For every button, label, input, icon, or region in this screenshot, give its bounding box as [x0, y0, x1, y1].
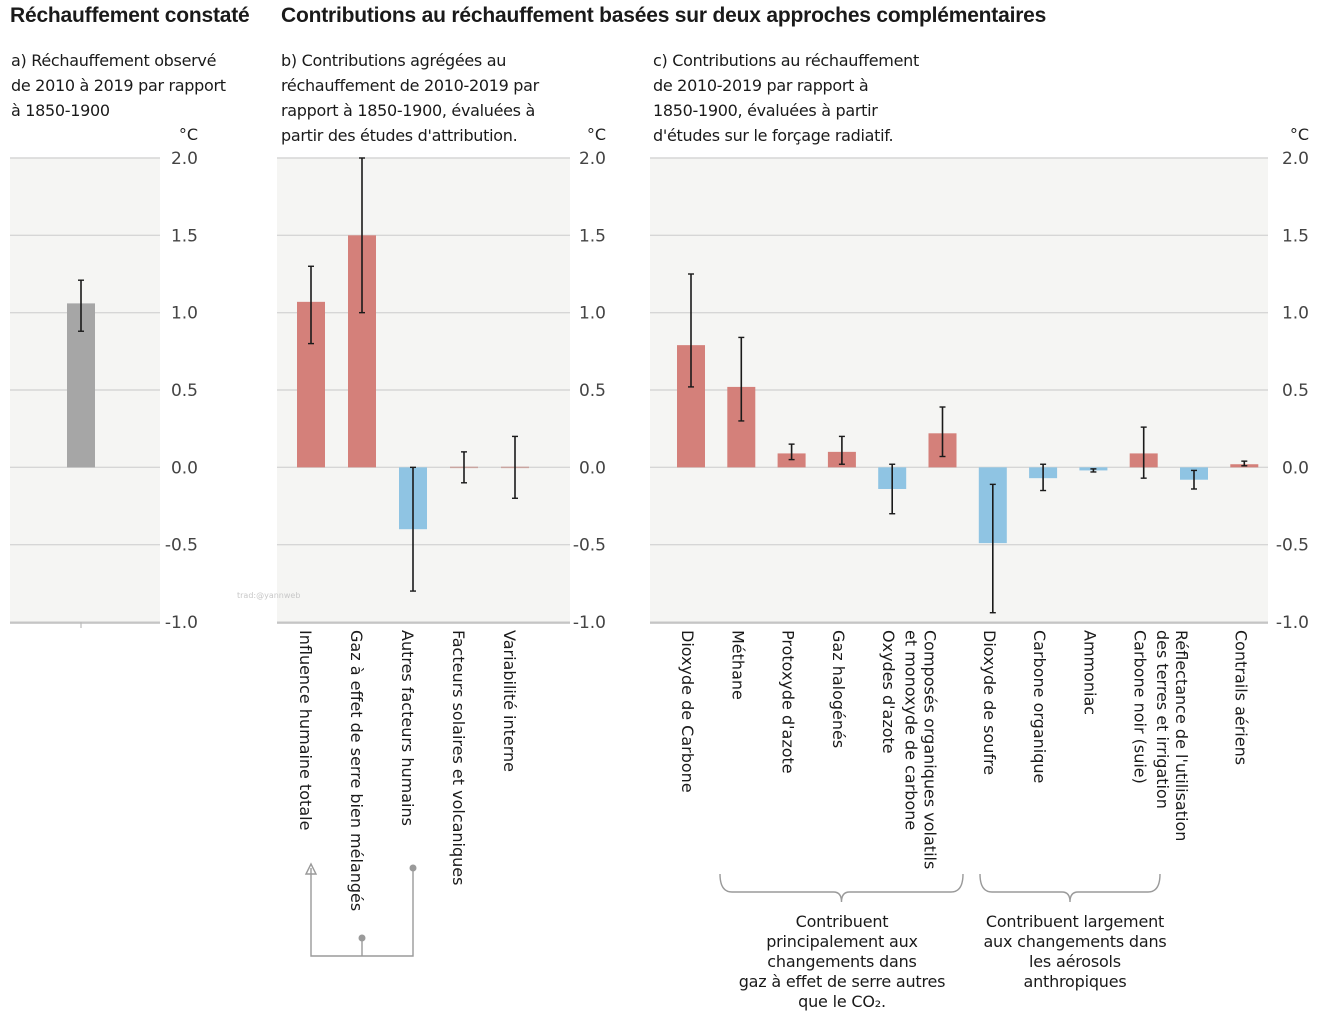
x-tick-label: Oxydes d'azote	[879, 630, 898, 754]
y-tick-label: 0.0	[171, 458, 198, 478]
y-tick-label: 0.5	[579, 381, 606, 401]
x-tick-label-line: Réflectance de l'utilisation	[1172, 630, 1191, 841]
watermark: trad:@yannweb	[237, 591, 300, 600]
x-tick-label: Réflectance de l'utilisationdes terres e…	[1153, 630, 1191, 841]
y-tick-label: 1.5	[1282, 226, 1309, 246]
x-tick-label: Dioxyde de soufre	[980, 630, 999, 775]
y-tick-label: 2.0	[1282, 149, 1309, 169]
y-tick-label: 0.5	[171, 381, 198, 401]
x-tick-label: Dioxyde de Carbone	[678, 630, 697, 793]
annotations	[304, 862, 1161, 957]
x-tick-label: Gaz à effet de serre bien mélangés	[347, 630, 366, 911]
note-other-ghg: Contribuent principalement aux changemen…	[738, 912, 946, 1011]
x-tick-label-line: Gaz à effet de serre bien mélangés	[347, 630, 366, 911]
note-aerosols: Contribuent largement aux changements da…	[983, 912, 1167, 991]
x-tick-label-line: Protoxyde d'azote	[779, 630, 798, 774]
x-tick-label-line: Autres facteurs humains	[398, 630, 417, 826]
y-tick-label: 1.0	[579, 304, 606, 324]
y-tick-label: 1.0	[171, 304, 198, 324]
panel-c-subtitle: c) Contributions au réchauffement de 201…	[653, 51, 919, 145]
y-tick-label: 0.0	[579, 458, 606, 478]
y-tick-label: -0.5	[165, 536, 198, 556]
y-tick-label: -1.0	[573, 613, 606, 633]
x-tick-label-line: Méthane	[728, 630, 747, 700]
y-tick-label: 0.5	[1282, 381, 1309, 401]
x-tick-label: Facteurs solaires et volcaniques	[449, 630, 468, 885]
brace-other-ghg	[719, 873, 964, 903]
x-tick-label-line: et monoxyde de carbone	[902, 630, 921, 830]
y-unit-label: °C	[587, 125, 606, 144]
y-tick-label: 0.0	[1282, 458, 1309, 478]
y-tick-label: 1.0	[1282, 304, 1309, 324]
y-unit-label: °C	[1290, 125, 1309, 144]
x-tick-label: Gaz halogénés	[829, 630, 848, 748]
x-tick-label: Ammoniac	[1080, 630, 1099, 715]
bar	[777, 453, 806, 468]
x-tick-label: Contrails aériens	[1231, 630, 1250, 765]
x-tick-label-line: des terres et irrigation	[1153, 630, 1172, 809]
panel-c: 2.0 1.5 1.0 0.5 0.0 -0.5 -1.0 °C Dioxyde de Carb…	[650, 125, 1309, 869]
x-tick-label: Carbone noir (suie)	[1131, 630, 1150, 784]
x-tick-label-line: Contrails aériens	[1231, 630, 1250, 765]
y-tick-label: -1.0	[165, 613, 198, 633]
y-tick-label: 2.0	[579, 149, 606, 169]
x-tick-label: Autres facteurs humains	[398, 630, 417, 826]
x-tick-label: Influence humaine totale	[296, 630, 315, 830]
x-tick-label-line: Facteurs solaires et volcaniques	[449, 630, 468, 885]
x-tick-label: Composés organiques volatilset monoxyde …	[902, 630, 940, 869]
x-tick-label-line: Oxydes d'azote	[879, 630, 898, 754]
brace-aerosols	[979, 873, 1161, 903]
dot-icon	[358, 934, 366, 942]
dot-icon	[409, 864, 417, 872]
panel-a-subtitle: a) Réchauffement observé de 2010 à 2019 …	[11, 51, 226, 120]
y-tick-label: 1.5	[579, 226, 606, 246]
x-tick-label-line: Ammoniac	[1080, 630, 1099, 715]
x-tick-label: Méthane	[728, 630, 747, 700]
x-tick-label: Variabilité interne	[500, 630, 519, 772]
panel-a: 2.0 1.5 1.0 0.5 0.0 -0.5 -1.0 °C	[10, 125, 198, 633]
panel-b: 2.0 1.5 1.0 0.5 0.0 -0.5 -1.0 °C Influence humai…	[237, 125, 606, 911]
heading-contributions: Contributions au réchauffement basées su…	[281, 4, 1047, 27]
heading-observed-warming: Réchauffement constaté	[10, 4, 250, 27]
x-tick-label-line: Influence humaine totale	[296, 630, 315, 830]
x-tick-label-line: Carbone organique	[1030, 630, 1049, 783]
y-tick-label: -0.5	[573, 536, 606, 556]
x-tick-label-line: Carbone noir (suie)	[1131, 630, 1150, 784]
x-tick-label-line: Dioxyde de soufre	[980, 630, 999, 775]
x-tick-label-line: Variabilité interne	[500, 630, 519, 772]
arrow-icon	[304, 862, 318, 875]
x-tick-label: Carbone organique	[1030, 630, 1049, 783]
x-tick-label-line: Dioxyde de Carbone	[678, 630, 697, 793]
y-tick-label: -1.0	[1276, 613, 1309, 633]
x-tick-label-line: Composés organiques volatils	[921, 630, 940, 869]
y-tick-label: -0.5	[1276, 536, 1309, 556]
x-tick-label: Protoxyde d'azote	[779, 630, 798, 774]
x-tick-label-line: Gaz halogénés	[829, 630, 848, 748]
y-unit-label: °C	[179, 125, 198, 144]
panel-b-subtitle: b) Contributions agrégées au réchauffeme…	[281, 51, 539, 145]
y-tick-label: 1.5	[171, 226, 198, 246]
y-tick-label: 2.0	[171, 149, 198, 169]
